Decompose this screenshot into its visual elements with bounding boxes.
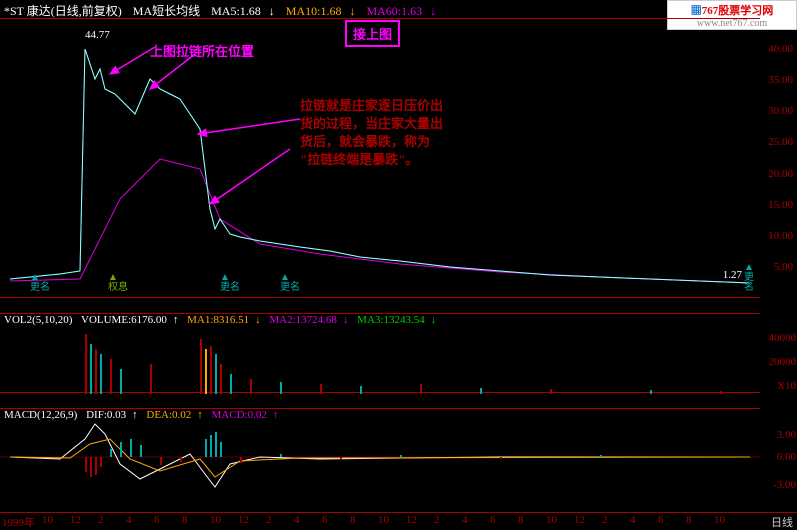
event-marks: ▲更名▲权息▲更名▲更名▲更名 bbox=[0, 279, 760, 293]
time-axis: 1999年 日线 1012246810122468101224681012246… bbox=[0, 512, 797, 528]
annotation-2: 拉链就是庄家逐日压价出货的过程，当庄家大量出货后，就会暴跌，称为"拉链终端是暴跌… bbox=[300, 97, 443, 169]
volume-header: VOL2(5,10,20) VOLUME:6176.00↑ MA1:8316.5… bbox=[4, 314, 442, 326]
ma5-label: MA5:1.68 bbox=[211, 4, 261, 18]
price-yaxis: 40.0035.0030.0025.0020.0015.0010.005.00 bbox=[761, 18, 797, 298]
ma60-label: MA60:1.63 bbox=[366, 4, 422, 18]
ma10-label: MA10:1.68 bbox=[286, 4, 342, 18]
chart-header: *ST 康达(日线,前复权) MA短长均线 MA5:1.68↓ MA10:1.6… bbox=[4, 2, 444, 19]
price-chart: 44.77 1.27 上图拉链所在位置 拉链就是庄家逐日压价出货的过程，当庄家大… bbox=[0, 18, 760, 298]
macd-svg bbox=[0, 409, 760, 504]
ma60-line bbox=[10, 159, 750, 283]
arrow-4 bbox=[198, 119, 300, 134]
stock-name: *ST 康达(日线,前复权) bbox=[4, 4, 122, 18]
arrow-1 bbox=[110, 47, 155, 74]
macd-header: MACD(12,26,9) DIF:0.03↑ DEA:0.02↑ MACD:0… bbox=[4, 409, 284, 421]
indicator-name: MA短长均线 bbox=[133, 4, 200, 18]
macd-panel: MACD(12,26,9) DIF:0.03↑ DEA:0.02↑ MACD:0… bbox=[0, 408, 760, 503]
volume-bars bbox=[0, 314, 760, 394]
volume-panel: VOL2(5,10,20) VOLUME:6176.00↑ MA1:8316.5… bbox=[0, 313, 760, 393]
arrow-3 bbox=[210, 149, 290, 204]
annotation-1: 上图拉链所在位置 bbox=[150, 41, 254, 60]
peak-label: 44.77 bbox=[85, 29, 110, 41]
